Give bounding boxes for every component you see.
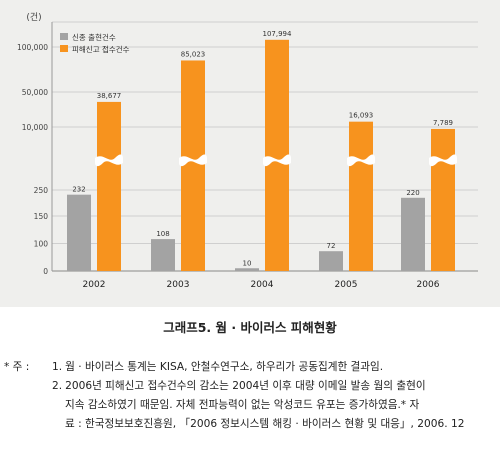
figure-caption: 그래프5. 웜 · 바이러스 피해현황 (163, 320, 337, 335)
legend-swatch-reports (60, 45, 68, 52)
axis-break-mark (263, 154, 291, 167)
bar-2003-new-variants (151, 239, 175, 271)
bar-2003-reports (181, 60, 205, 271)
bar-2002-reports (97, 101, 121, 271)
x-tick-label: 2002 (83, 280, 106, 290)
legend-label: 신종 출현건수 (72, 32, 116, 42)
y-axis-unit-label: (건) (26, 12, 41, 23)
note-item-2-cont-1: 지속 감소하였기 때문임. 자체 전파능력이 없는 악성코드 유포는 증가하였음… (4, 396, 498, 415)
bar-2006-reports (431, 128, 455, 271)
data-label: 85,023 (181, 50, 206, 58)
data-label: 220 (406, 189, 419, 197)
note-text: 료 : 한국정보보호진흥원, 「2006 정보시스템 해킹 · 바이러스 현황 … (65, 418, 465, 430)
legend-label: 피해신고 접수건수 (72, 44, 130, 54)
y-tick-label: 0 (43, 267, 48, 276)
y-tick-label: 150 (34, 212, 49, 221)
y-tick-label: 10,000 (22, 123, 48, 132)
axis-break-mark (429, 154, 457, 167)
note-text: 2006년 피해신고 접수건수의 감소는 2004년 이후 대량 이메일 발송 … (65, 380, 426, 392)
bar-2002-new-variants (67, 194, 91, 271)
y-tick-label: 100,000 (17, 43, 48, 52)
data-label: 16,093 (349, 112, 374, 120)
bar-2005-new-variants (319, 251, 343, 271)
chart-panel: (건) 0 100 150 250 10,000 50,000 100,000 232 38,67… (0, 0, 500, 307)
axis-break-mark (95, 154, 123, 167)
note-item-1: * 주 : 1. 웜 · 바이러스 통계는 KISA, 안철수연구소, 하우리가 공… (4, 358, 498, 377)
note-item-2: 2. 2006년 피해신고 접수건수의 감소는 2004년 이후 대량 이메일 발… (4, 377, 498, 396)
note-text: 웜 · 바이러스 통계는 KISA, 안철수연구소, 하우리가 공동집계한 결과… (65, 361, 384, 373)
y-tick-label: 250 (34, 186, 49, 195)
bar-2004-reports (265, 39, 289, 271)
data-label: 108 (156, 230, 169, 238)
note-number: 2. (52, 380, 63, 392)
bar-2006-new-variants (401, 197, 425, 271)
note-number: 1. (52, 361, 63, 373)
y-tick-label: 100 (34, 240, 49, 249)
note-prefix: * 주 : (4, 361, 30, 373)
legend-swatch-new-variants (60, 33, 68, 40)
axis-break-mark (179, 154, 207, 167)
note-text: 지속 감소하였기 때문임. 자체 전파능력이 없는 악성코드 유포는 증가하였음… (65, 399, 420, 411)
data-label: 232 (72, 186, 85, 194)
bar-chart: (건) 0 100 150 250 10,000 50,000 100,000 232 38,67… (17, 12, 478, 290)
data-label: 10 (243, 259, 252, 267)
data-label: 72 (327, 242, 336, 250)
x-tick-label: 2005 (335, 280, 358, 290)
data-label: 38,677 (97, 92, 122, 100)
data-label: 107,994 (263, 30, 292, 38)
bar-2004-new-variants (235, 268, 259, 271)
bar-2005-reports (349, 121, 373, 271)
y-tick-label: 50,000 (22, 88, 48, 97)
data-label: 7,789 (433, 119, 453, 127)
notes: * 주 : 1. 웜 · 바이러스 통계는 KISA, 안철수연구소, 하우리가 공… (4, 358, 498, 434)
x-tick-label: 2006 (417, 280, 440, 290)
x-tick-label: 2004 (251, 280, 274, 290)
note-item-2-cont-2: 료 : 한국정보보호진흥원, 「2006 정보시스템 해킹 · 바이러스 현황 … (4, 415, 498, 434)
axis-break-mark (347, 154, 375, 167)
x-tick-label: 2003 (167, 280, 190, 290)
